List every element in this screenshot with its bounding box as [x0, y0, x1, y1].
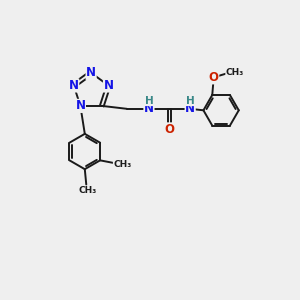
- Text: H: H: [145, 96, 154, 106]
- Text: H: H: [186, 96, 195, 106]
- Text: CH₃: CH₃: [79, 187, 97, 196]
- Text: N: N: [185, 102, 195, 115]
- Text: N: N: [75, 99, 85, 112]
- Text: O: O: [209, 71, 219, 84]
- Text: N: N: [103, 79, 113, 92]
- Text: N: N: [144, 102, 154, 115]
- Text: N: N: [69, 79, 79, 92]
- Text: O: O: [165, 123, 175, 136]
- Text: N: N: [86, 66, 96, 80]
- Text: CH₃: CH₃: [113, 160, 132, 169]
- Text: CH₃: CH₃: [226, 68, 244, 76]
